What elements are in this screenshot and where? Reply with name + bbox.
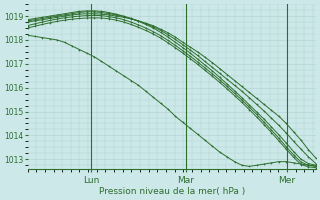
X-axis label: Pression niveau de la mer( hPa ): Pression niveau de la mer( hPa ) bbox=[99, 187, 245, 196]
